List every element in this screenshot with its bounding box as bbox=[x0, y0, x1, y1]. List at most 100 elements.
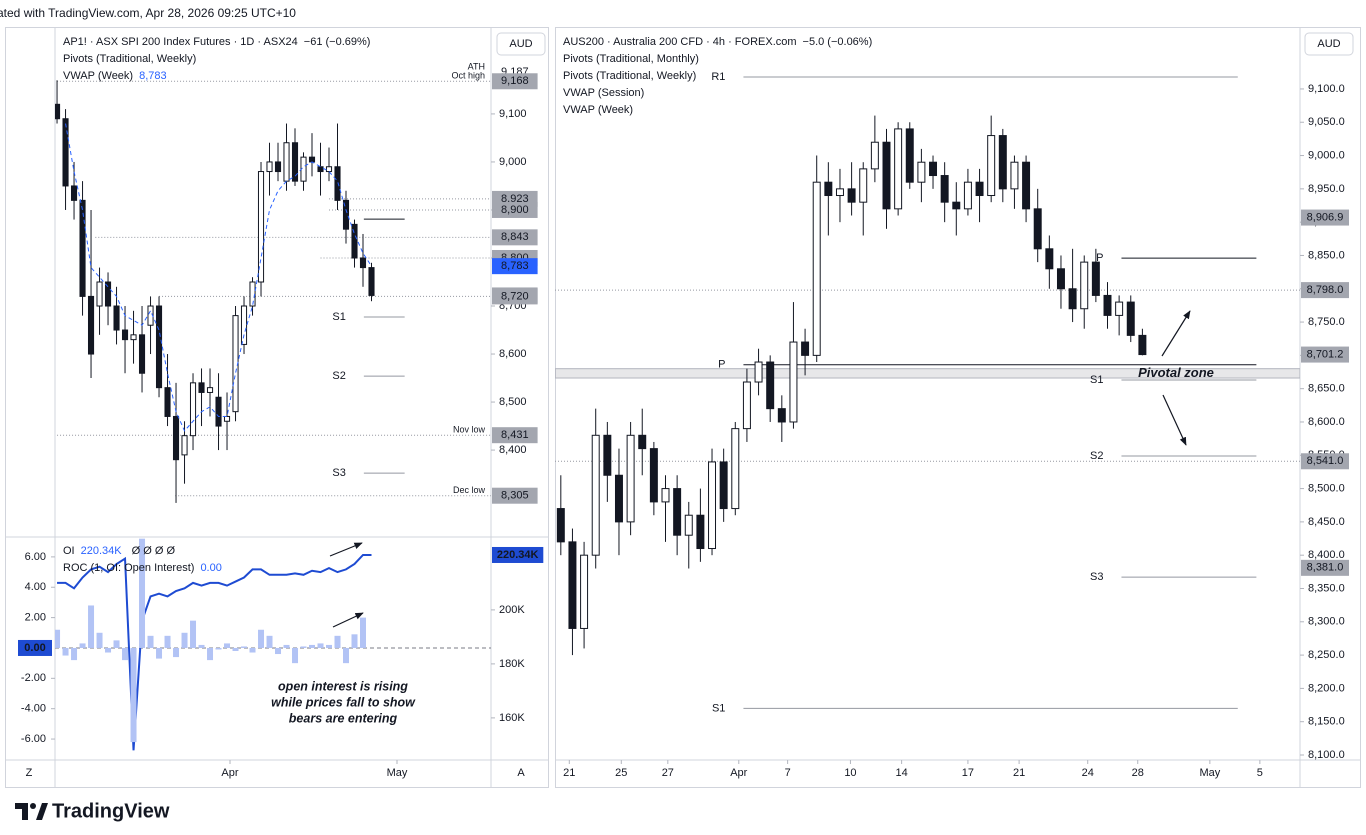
pivot-label: S3 bbox=[1090, 571, 1103, 583]
candle-body bbox=[1080, 261, 1089, 310]
arrow bbox=[329, 542, 363, 557]
candle-body bbox=[223, 415, 231, 422]
annotation: while prices fall to show bbox=[271, 695, 416, 709]
y-tick-label: -6.00 bbox=[21, 733, 46, 745]
roc-bar bbox=[224, 643, 231, 648]
roc-bar bbox=[360, 617, 367, 648]
candle-body bbox=[1115, 301, 1124, 316]
legend-name: VWAP (Week) bbox=[563, 104, 633, 116]
x-tick-label: May bbox=[387, 767, 408, 779]
candle-body bbox=[96, 281, 103, 307]
candle-body bbox=[777, 408, 786, 423]
candle-body bbox=[696, 514, 705, 550]
y-tick-label: 8,450.0 bbox=[1308, 516, 1345, 528]
y-tick-label: 8,200.0 bbox=[1308, 682, 1345, 694]
candle-body bbox=[198, 382, 205, 393]
candle-body bbox=[189, 382, 197, 437]
y-tick-label: 8,750.0 bbox=[1308, 316, 1345, 328]
price-label-box bbox=[1301, 209, 1349, 226]
x-tick-label: Apr bbox=[730, 767, 747, 779]
candle-body bbox=[283, 142, 290, 182]
candle-body bbox=[731, 428, 740, 510]
y-tick-label: 8,600.0 bbox=[1308, 416, 1345, 428]
candle-body bbox=[673, 488, 682, 536]
legend-change: −5.0 (−0.06%) bbox=[803, 36, 873, 48]
level-tag: Oct high bbox=[451, 71, 485, 81]
roc-bar bbox=[215, 647, 222, 650]
y2-tick-label: 160K bbox=[499, 712, 525, 724]
y-tick-label: 8,350.0 bbox=[1308, 582, 1345, 594]
candle-body bbox=[1138, 334, 1147, 356]
x-tick-label: 24 bbox=[1082, 767, 1094, 779]
candle-body bbox=[1091, 261, 1100, 296]
candle-body bbox=[580, 554, 589, 629]
roc-bar bbox=[266, 635, 273, 648]
candle-body bbox=[894, 128, 903, 210]
roc-bar bbox=[130, 647, 137, 743]
price-label: 8,305 bbox=[501, 490, 529, 502]
legend-name: ROC (1, OI: Open Interest) bbox=[63, 562, 194, 574]
roc-bar bbox=[326, 644, 333, 648]
candle-body bbox=[708, 461, 717, 550]
legend-line: AUS200 · Australia 200 CFD · 4h · FOREX.… bbox=[563, 36, 872, 48]
candle-body bbox=[859, 168, 868, 203]
currency-button[interactable] bbox=[496, 32, 546, 56]
roc-bar bbox=[343, 647, 350, 664]
roc-bar bbox=[181, 632, 188, 648]
candle-body bbox=[138, 334, 146, 374]
roc-bar bbox=[300, 646, 307, 648]
candle-body bbox=[342, 199, 350, 230]
candle-body bbox=[1068, 288, 1077, 310]
candle-body bbox=[359, 257, 367, 269]
legend-line: VWAP (Week) 8,783 bbox=[63, 70, 167, 82]
roc-bar bbox=[55, 629, 61, 648]
candle-body bbox=[55, 103, 61, 120]
candle-body bbox=[257, 171, 265, 283]
roc-bar bbox=[79, 643, 86, 648]
plot-area: S1 S2 S3 bbox=[55, 80, 491, 503]
currency-button[interactable] bbox=[1304, 32, 1354, 56]
candle-body bbox=[812, 181, 821, 356]
price-label: 8,381.0 bbox=[1307, 562, 1344, 574]
candle-body bbox=[1103, 294, 1112, 316]
candle-body bbox=[929, 161, 938, 177]
roc-bar bbox=[147, 635, 154, 648]
y-tick-label: 8,150.0 bbox=[1308, 716, 1345, 728]
pivot-label: S1 bbox=[1090, 374, 1103, 386]
legend-line: Pivots (Traditional, Weekly) bbox=[63, 53, 196, 65]
annotation: open interest is rising bbox=[278, 679, 408, 693]
x-tick-label: 7 bbox=[785, 767, 791, 779]
candle-body bbox=[905, 128, 914, 183]
y-tick-label: 9,100 bbox=[499, 108, 527, 120]
y2-tick-label: 200K bbox=[499, 604, 525, 616]
currency-label[interactable]: AUD bbox=[509, 38, 532, 50]
zoom-button[interactable]: Z bbox=[26, 767, 33, 779]
y-tick-label: 8,100.0 bbox=[1308, 749, 1345, 761]
current-value: 0.00 bbox=[24, 642, 45, 654]
y-tick-label: 9,100.0 bbox=[1308, 83, 1345, 95]
candle-body bbox=[79, 199, 86, 297]
legend-value: 8,783 bbox=[139, 70, 167, 82]
vwap-line bbox=[65, 123, 372, 432]
logo-shape bbox=[30, 803, 36, 809]
zone-label: Pivotal zone bbox=[1138, 365, 1214, 380]
candle-body bbox=[62, 118, 69, 187]
price-label-box bbox=[1301, 453, 1349, 470]
plot-area: R1 P S1 P S1 S2 S3 bbox=[555, 71, 1300, 714]
legend-name: VWAP (Week) bbox=[63, 70, 133, 82]
logo-mark bbox=[15, 803, 48, 820]
x-tick-label: 21 bbox=[1013, 767, 1025, 779]
legend-extra: Ø Ø Ø Ø bbox=[132, 545, 176, 557]
auto-button[interactable]: A bbox=[517, 767, 525, 779]
price-label: 8,720 bbox=[501, 290, 529, 302]
currency-label[interactable]: AUD bbox=[1317, 38, 1340, 50]
y-tick-label: 4.00 bbox=[25, 581, 46, 593]
roc-bar bbox=[334, 635, 341, 648]
arrow bbox=[1162, 394, 1187, 446]
candle-body bbox=[963, 181, 972, 210]
candle-body bbox=[87, 295, 95, 355]
candle-body bbox=[1126, 301, 1135, 336]
x-tick-label: 21 bbox=[563, 767, 575, 779]
pivot-label: S1 bbox=[332, 311, 345, 323]
